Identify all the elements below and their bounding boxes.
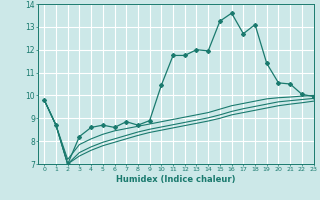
X-axis label: Humidex (Indice chaleur): Humidex (Indice chaleur) — [116, 175, 236, 184]
